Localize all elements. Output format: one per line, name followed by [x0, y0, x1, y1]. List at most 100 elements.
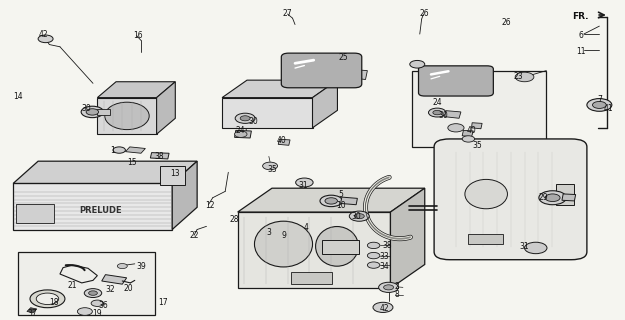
Circle shape — [354, 214, 364, 219]
Circle shape — [462, 136, 474, 142]
Circle shape — [433, 110, 442, 115]
Circle shape — [410, 60, 425, 68]
Text: 35: 35 — [473, 141, 482, 150]
Circle shape — [587, 99, 612, 111]
Circle shape — [429, 108, 446, 117]
Text: 5: 5 — [338, 190, 343, 199]
Circle shape — [30, 290, 65, 308]
Polygon shape — [445, 111, 461, 118]
Bar — [322, 240, 359, 254]
FancyBboxPatch shape — [434, 139, 587, 260]
Circle shape — [448, 124, 464, 132]
Text: 38: 38 — [382, 241, 392, 250]
Circle shape — [118, 264, 127, 268]
Circle shape — [379, 282, 399, 292]
Circle shape — [368, 262, 380, 268]
Bar — [556, 184, 574, 204]
Circle shape — [234, 131, 247, 137]
Polygon shape — [222, 98, 312, 128]
Text: 30: 30 — [248, 117, 258, 126]
Text: 22: 22 — [189, 231, 199, 240]
Circle shape — [84, 289, 102, 298]
Text: 21: 21 — [68, 281, 77, 290]
Circle shape — [113, 147, 126, 153]
Circle shape — [515, 72, 534, 82]
Polygon shape — [126, 147, 146, 153]
Text: FR.: FR. — [572, 12, 589, 21]
Circle shape — [539, 191, 566, 205]
Circle shape — [325, 198, 338, 204]
Text: 30: 30 — [351, 212, 361, 221]
Bar — [160, 166, 184, 185]
Polygon shape — [238, 212, 391, 288]
Text: 9: 9 — [282, 231, 287, 240]
Circle shape — [349, 211, 369, 221]
Polygon shape — [234, 130, 251, 138]
Polygon shape — [157, 82, 175, 134]
Polygon shape — [13, 161, 197, 183]
FancyBboxPatch shape — [419, 66, 493, 96]
Text: 42: 42 — [379, 304, 389, 314]
Text: PRELUDE: PRELUDE — [79, 206, 122, 215]
Circle shape — [320, 195, 342, 207]
Text: 17: 17 — [158, 298, 168, 307]
Text: 11: 11 — [576, 47, 586, 56]
Circle shape — [240, 116, 250, 121]
Ellipse shape — [105, 102, 149, 130]
Circle shape — [368, 252, 380, 259]
Text: 15: 15 — [127, 158, 136, 167]
Text: 39: 39 — [136, 261, 146, 271]
Circle shape — [78, 308, 92, 315]
Text: 19: 19 — [92, 309, 102, 318]
Text: 31: 31 — [298, 180, 308, 189]
Text: 33: 33 — [379, 252, 389, 261]
Text: 40: 40 — [276, 136, 286, 145]
Polygon shape — [98, 98, 157, 134]
Circle shape — [373, 302, 393, 312]
Text: 14: 14 — [13, 92, 23, 100]
Text: 23: 23 — [514, 72, 523, 82]
Text: 26: 26 — [501, 19, 511, 28]
Text: 20: 20 — [124, 284, 133, 293]
Text: 4: 4 — [304, 223, 309, 232]
Polygon shape — [222, 80, 338, 98]
Circle shape — [545, 194, 560, 202]
Text: 12: 12 — [205, 201, 214, 210]
Polygon shape — [471, 123, 482, 129]
Text: 27: 27 — [282, 9, 292, 18]
Text: 26: 26 — [420, 9, 429, 18]
Ellipse shape — [316, 227, 358, 266]
Text: 6: 6 — [578, 31, 583, 40]
Bar — [16, 204, 54, 223]
Text: 10: 10 — [336, 201, 346, 210]
Text: 8: 8 — [394, 290, 399, 299]
Text: 41: 41 — [604, 104, 614, 113]
Circle shape — [524, 242, 547, 254]
Polygon shape — [278, 139, 290, 145]
Polygon shape — [151, 153, 169, 159]
Text: 37: 37 — [27, 309, 37, 318]
Polygon shape — [98, 109, 110, 115]
Ellipse shape — [465, 180, 508, 209]
Polygon shape — [13, 183, 172, 229]
Bar — [412, 71, 546, 147]
Polygon shape — [173, 161, 197, 229]
Polygon shape — [238, 188, 425, 212]
Text: 29: 29 — [538, 193, 548, 202]
FancyBboxPatch shape — [281, 53, 362, 88]
Text: 30: 30 — [439, 111, 448, 120]
Text: 1: 1 — [111, 146, 116, 155]
Text: 38: 38 — [155, 152, 164, 161]
Text: 2: 2 — [394, 282, 399, 291]
Bar — [291, 272, 332, 284]
Bar — [468, 234, 502, 244]
Text: 7: 7 — [597, 95, 602, 104]
Circle shape — [38, 35, 53, 43]
Circle shape — [592, 101, 606, 108]
Text: 42: 42 — [38, 29, 48, 39]
Circle shape — [235, 113, 255, 124]
Circle shape — [81, 106, 104, 118]
Circle shape — [86, 109, 99, 115]
Text: 16: 16 — [133, 31, 142, 40]
Text: 28: 28 — [230, 215, 239, 225]
